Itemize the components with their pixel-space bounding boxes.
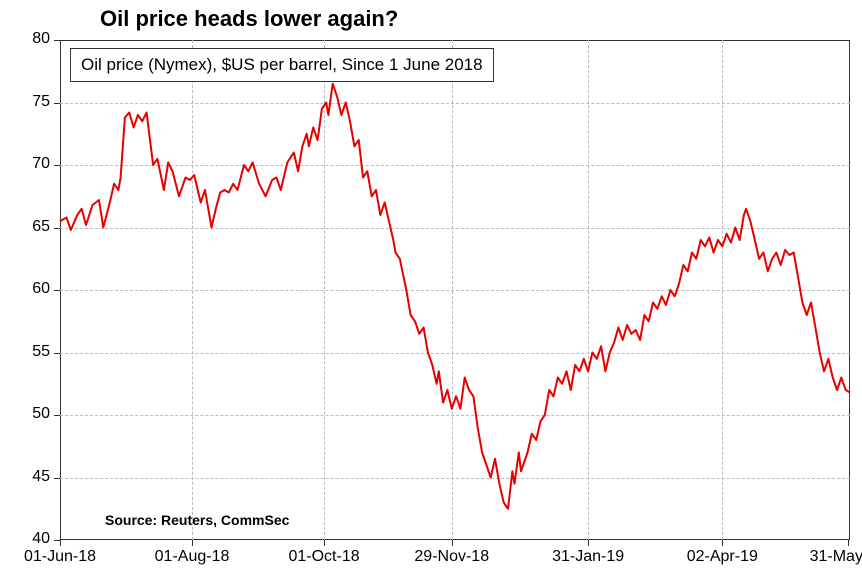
- y-tick-mark: [54, 290, 60, 291]
- chart-container: Oil price heads lower again? Oil price (…: [0, 0, 862, 575]
- y-tick-mark: [54, 103, 60, 104]
- y-tick-label: 55: [10, 343, 50, 361]
- x-tick-mark: [848, 540, 849, 546]
- y-tick-label: 50: [10, 405, 50, 423]
- x-tick-mark: [452, 540, 453, 546]
- x-tick-label: 29-Nov-18: [414, 548, 489, 566]
- line-series: [0, 0, 862, 575]
- y-tick-mark: [54, 165, 60, 166]
- x-tick-mark: [324, 540, 325, 546]
- oil-price-line: [60, 84, 850, 509]
- y-tick-label: 65: [10, 218, 50, 236]
- y-tick-label: 60: [10, 280, 50, 298]
- x-tick-mark: [192, 540, 193, 546]
- y-tick-mark: [54, 353, 60, 354]
- y-tick-mark: [54, 478, 60, 479]
- x-tick-mark: [60, 540, 61, 546]
- x-tick-label: 01-Oct-18: [288, 548, 359, 566]
- y-tick-label: 70: [10, 155, 50, 173]
- y-tick-mark: [54, 415, 60, 416]
- x-tick-label: 01-Jun-18: [24, 548, 96, 566]
- y-tick-label: 45: [10, 468, 50, 486]
- x-tick-label: 31-Jan-19: [552, 548, 624, 566]
- y-tick-mark: [54, 40, 60, 41]
- x-tick-mark: [722, 540, 723, 546]
- x-tick-label: 31-May-19: [810, 548, 862, 566]
- x-tick-label: 01-Aug-18: [155, 548, 230, 566]
- y-tick-label: 75: [10, 93, 50, 111]
- y-tick-label: 40: [10, 530, 50, 548]
- x-tick-mark: [588, 540, 589, 546]
- y-tick-mark: [54, 228, 60, 229]
- y-tick-label: 80: [10, 30, 50, 48]
- chart-source: Source: Reuters, CommSec: [105, 512, 289, 528]
- x-tick-label: 02-Apr-19: [687, 548, 758, 566]
- chart-subtitle: Oil price (Nymex), $US per barrel, Since…: [70, 48, 494, 82]
